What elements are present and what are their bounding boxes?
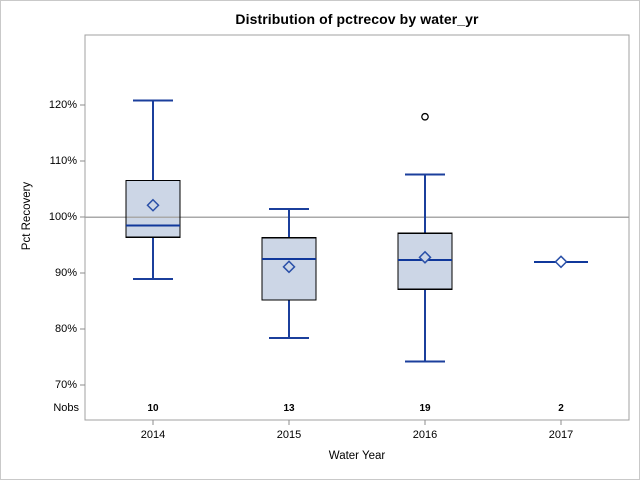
nobs-value: 19 <box>419 403 431 414</box>
nobs-value: 2 <box>558 403 564 414</box>
box-outline-2016 <box>397 232 453 290</box>
y-tick-label: 90% <box>54 267 77 279</box>
y-tick-label: 100% <box>48 211 77 223</box>
nobs-value: 13 <box>283 403 295 414</box>
outlier-point-2016 <box>421 112 429 121</box>
mean-diamond-2015 <box>282 260 296 274</box>
x-axis-title: Water Year <box>328 450 386 462</box>
nobs-value: 10 <box>147 403 159 414</box>
mean-diamond-2014 <box>146 198 160 212</box>
y-tick-label: 70% <box>54 379 77 391</box>
x-category-label: 2015 <box>276 429 302 441</box>
x-category-label: 2017 <box>548 429 574 441</box>
x-category-label: 2016 <box>412 429 438 441</box>
box-outline-2014 <box>125 180 181 238</box>
plot-area-border <box>84 34 630 421</box>
nobs-row-label: Nobs <box>53 402 79 414</box>
chart-title: Distribution of pctrecov by water_yr <box>235 11 479 27</box>
y-tick-label: 120% <box>48 99 77 111</box>
mean-diamond-2017 <box>554 255 568 269</box>
y-tick-label: 80% <box>54 323 77 335</box>
y-tick-label: 110% <box>49 155 77 167</box>
x-category-label: 2014 <box>140 429 166 441</box>
box-outline-2015 <box>261 237 317 301</box>
mean-diamond-2016 <box>418 250 432 264</box>
